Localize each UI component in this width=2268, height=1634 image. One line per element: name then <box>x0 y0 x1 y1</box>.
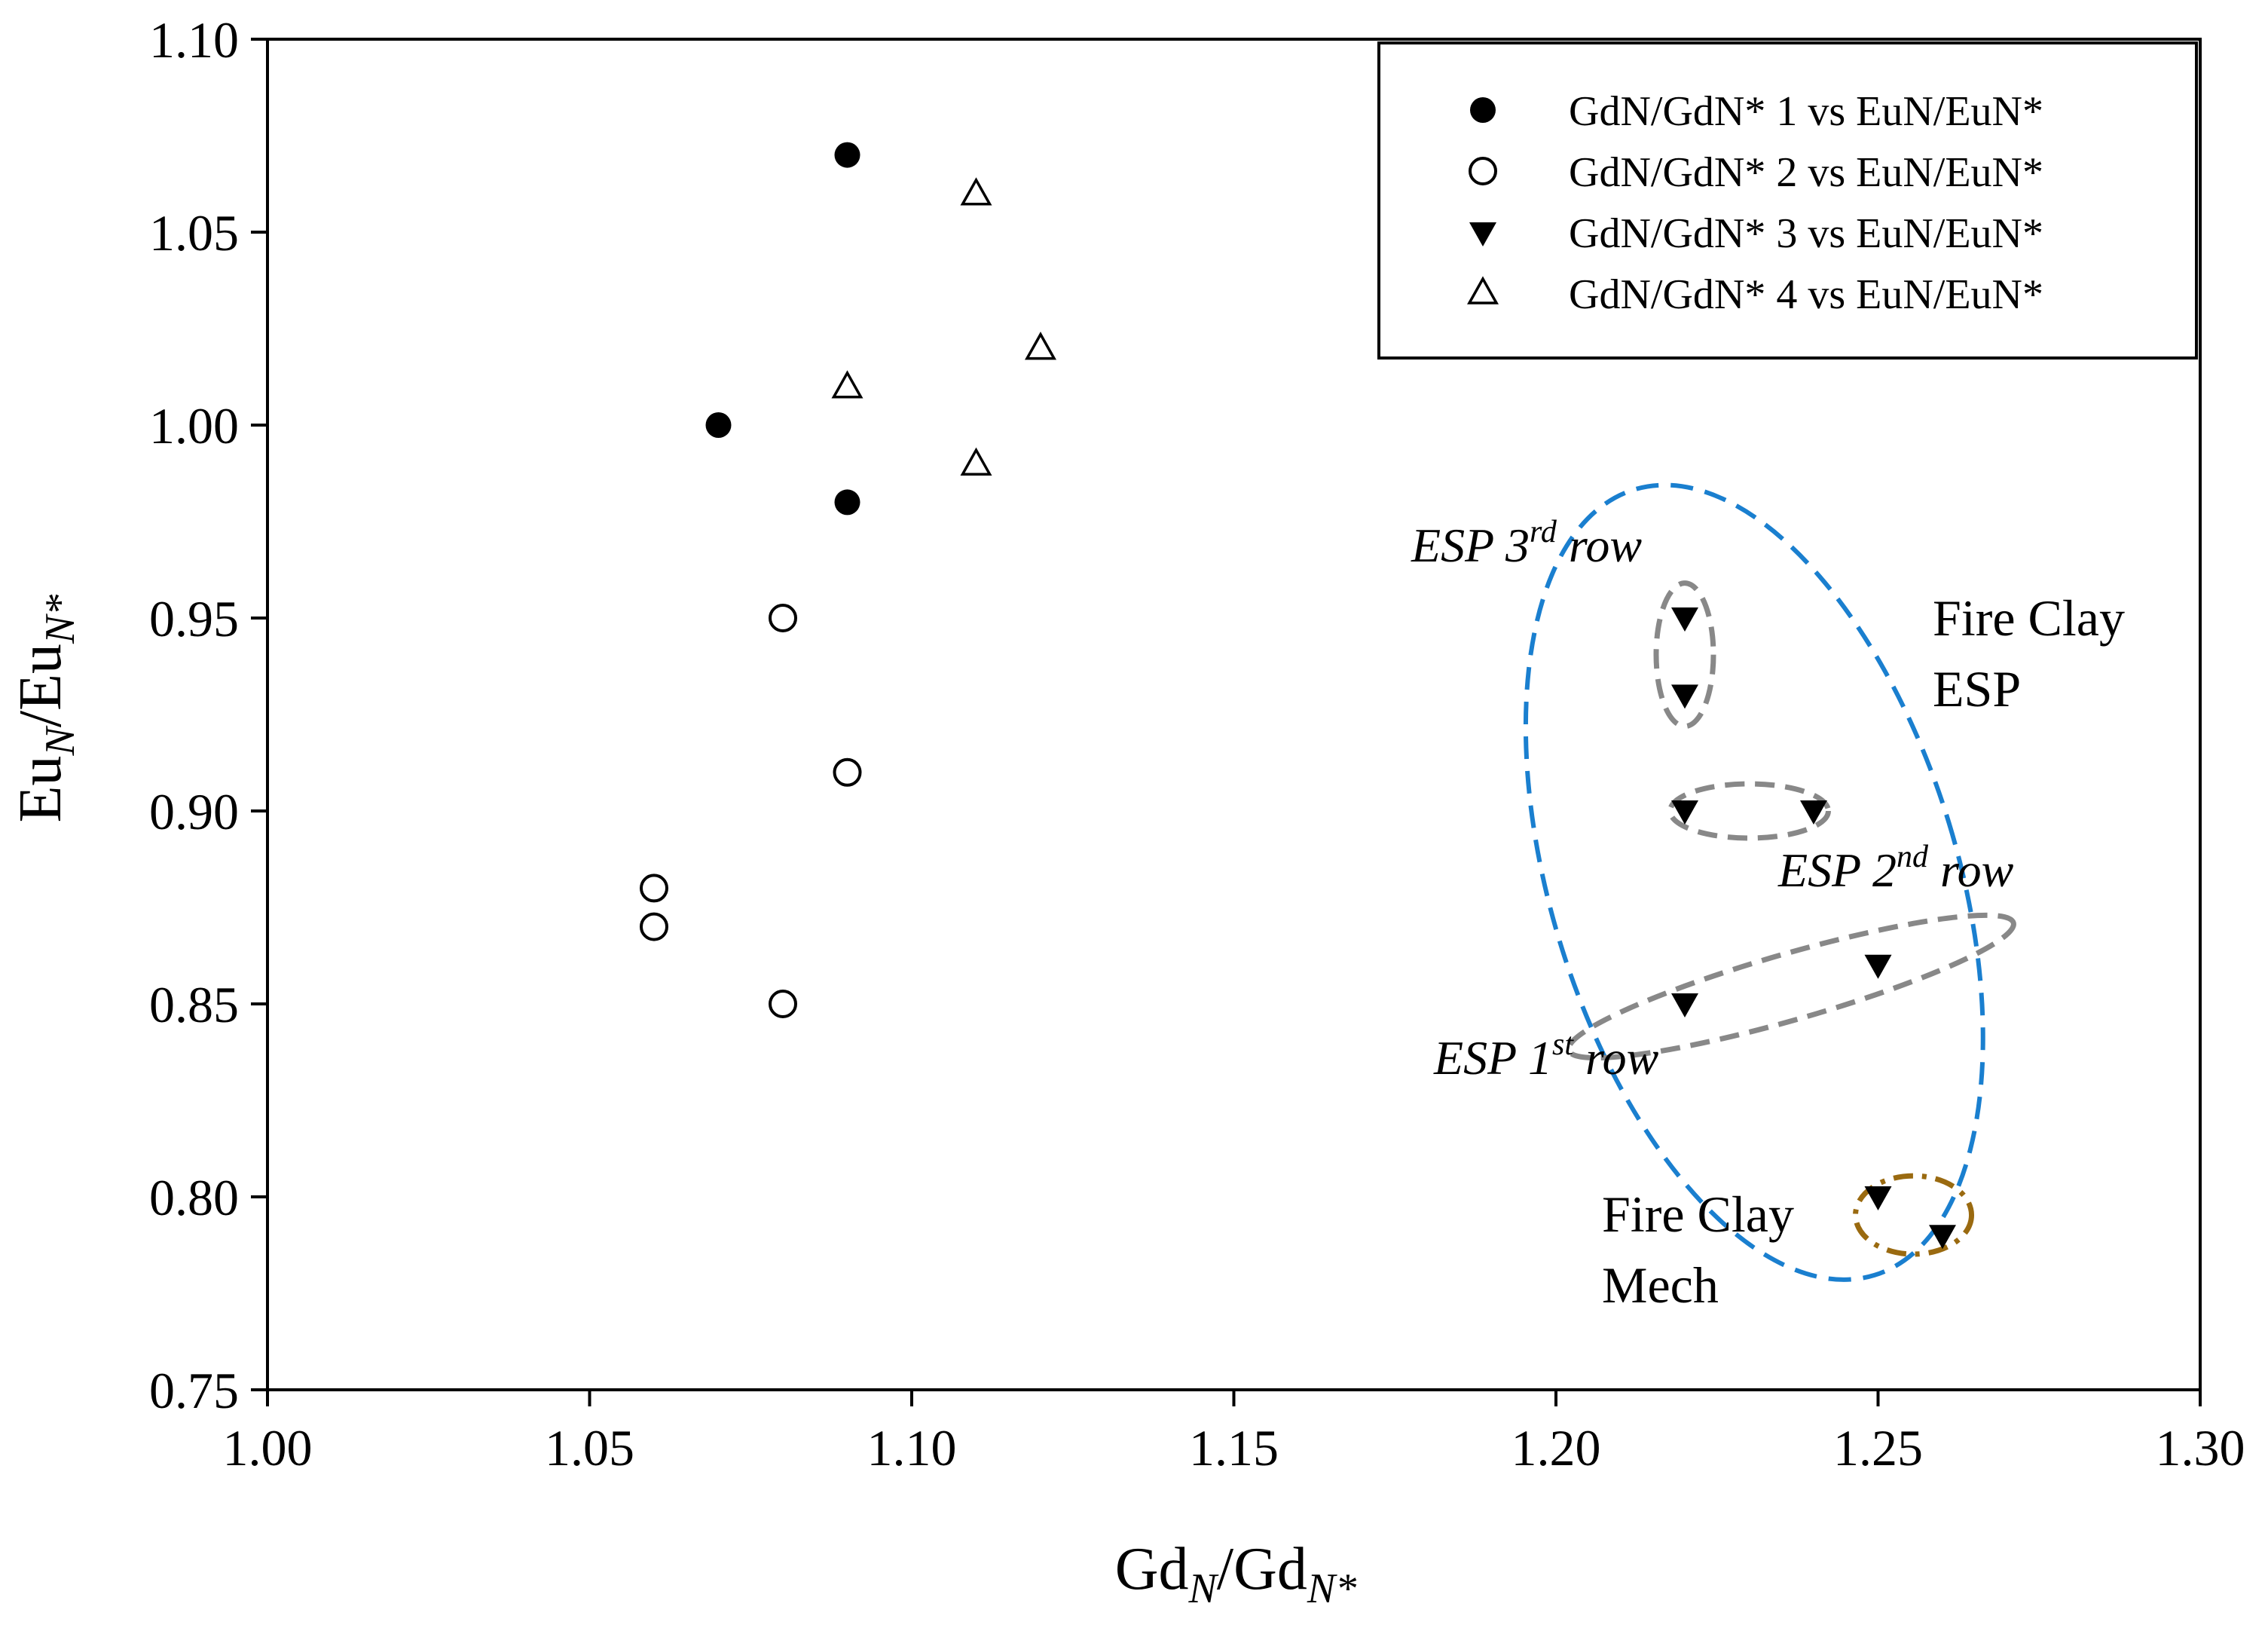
filled-circle-marker <box>705 412 732 438</box>
open-triangle-up-marker <box>831 370 863 399</box>
esp-group-ellipse <box>1523 482 1985 1282</box>
legend-marker-open-triangle-up <box>1467 276 1499 304</box>
open-triangle-up-marker <box>960 447 992 476</box>
x-tick-label: 1.10 <box>867 1419 957 1476</box>
filled-circle-marker <box>834 489 860 516</box>
annotation-fire-clay-esp: Fire Clay <box>1933 589 2125 647</box>
legend: GdN/GdN* 1 vs EuN/EuN* GdN/GdN* 2 vs EuN… <box>1377 41 2198 360</box>
y-tick-label: 0.75 <box>149 1362 239 1419</box>
legend-box <box>1377 41 2198 360</box>
mech-group-ellipse <box>1853 1173 1975 1257</box>
y-axis-label: EuN/EuN* <box>8 595 84 823</box>
filled-triangle-down-marker <box>1864 954 1892 979</box>
legend-label-1: GdN/GdN* 1 vs EuN/EuN* <box>1569 88 2043 135</box>
filled-triangle-down-marker <box>1671 993 1698 1017</box>
open-circle-marker <box>640 874 668 903</box>
y-tick-label: 0.85 <box>149 976 239 1033</box>
open-circle-marker <box>833 757 862 787</box>
y-tick-label: 0.90 <box>149 783 239 840</box>
legend-label-4: GdN/GdN* 4 vs EuN/EuN* <box>1569 271 2043 318</box>
x-axis-label: GdN/GdN* <box>1115 1536 1357 1612</box>
annotation-esp-1st-row: ESP 1st row <box>1433 1027 1659 1085</box>
legend-label-2: GdN/GdN* 2 vs EuN/EuN* <box>1569 149 2043 196</box>
filled-triangle-down-marker <box>1671 684 1698 709</box>
axis-ticks: 1.00 1.05 1.10 1.15 1.20 1.25 1.30 0.75 0.80 0.85… <box>149 11 2245 1476</box>
legend-marker-open-circle <box>1469 157 1497 185</box>
y-tick-label: 1.10 <box>149 11 239 69</box>
annotation-fire-clay-mech-line2: Mech <box>1602 1256 1719 1314</box>
annotation-esp-3rd-row: ESP 3rd row <box>1411 515 1642 572</box>
filled-triangle-down-marker <box>1671 800 1698 825</box>
filled-circle-marker <box>834 142 860 168</box>
x-tick-label: 1.30 <box>2156 1419 2245 1476</box>
esp2-group-ellipse <box>1667 781 1831 841</box>
annotation-esp-2nd-row: ESP 2nd row <box>1777 840 2014 897</box>
annotation-fire-clay-esp-line2: ESP <box>1933 660 2021 718</box>
y-tick-label: 0.95 <box>149 590 239 647</box>
open-triangle-up-marker <box>1025 332 1056 360</box>
x-tick-label: 1.05 <box>545 1419 634 1476</box>
filled-triangle-down-marker <box>1800 800 1827 825</box>
open-circle-marker <box>640 912 668 941</box>
legend-marker-filled-triangle-down <box>1469 222 1496 246</box>
open-triangle-up-marker <box>960 177 992 206</box>
filled-triangle-down-marker <box>1929 1225 1956 1250</box>
x-tick-label: 1.15 <box>1189 1419 1279 1476</box>
open-circle-marker <box>769 604 797 632</box>
filled-triangle-down-marker <box>1864 1186 1892 1210</box>
y-tick-label: 1.00 <box>149 397 239 454</box>
filled-triangle-down-marker <box>1671 607 1698 632</box>
legend-marker-filled-circle <box>1470 97 1496 123</box>
legend-label-3: GdN/GdN* 3 vs EuN/EuN* <box>1569 210 2043 257</box>
annotation-fire-clay-mech: Fire Clay <box>1602 1186 1794 1243</box>
open-circle-marker <box>769 990 797 1018</box>
esp3-group-ellipse <box>1653 580 1716 730</box>
y-tick-label: 1.05 <box>149 204 239 262</box>
data-markers <box>640 142 1956 1250</box>
x-tick-label: 1.25 <box>1833 1419 1923 1476</box>
x-tick-label: 1.20 <box>1511 1419 1601 1476</box>
esp1-group-ellipse <box>1566 912 2016 1061</box>
x-tick-label: 1.00 <box>223 1419 313 1476</box>
grouping-ellipses <box>1523 482 2016 1282</box>
y-tick-label: 0.80 <box>149 1169 239 1226</box>
